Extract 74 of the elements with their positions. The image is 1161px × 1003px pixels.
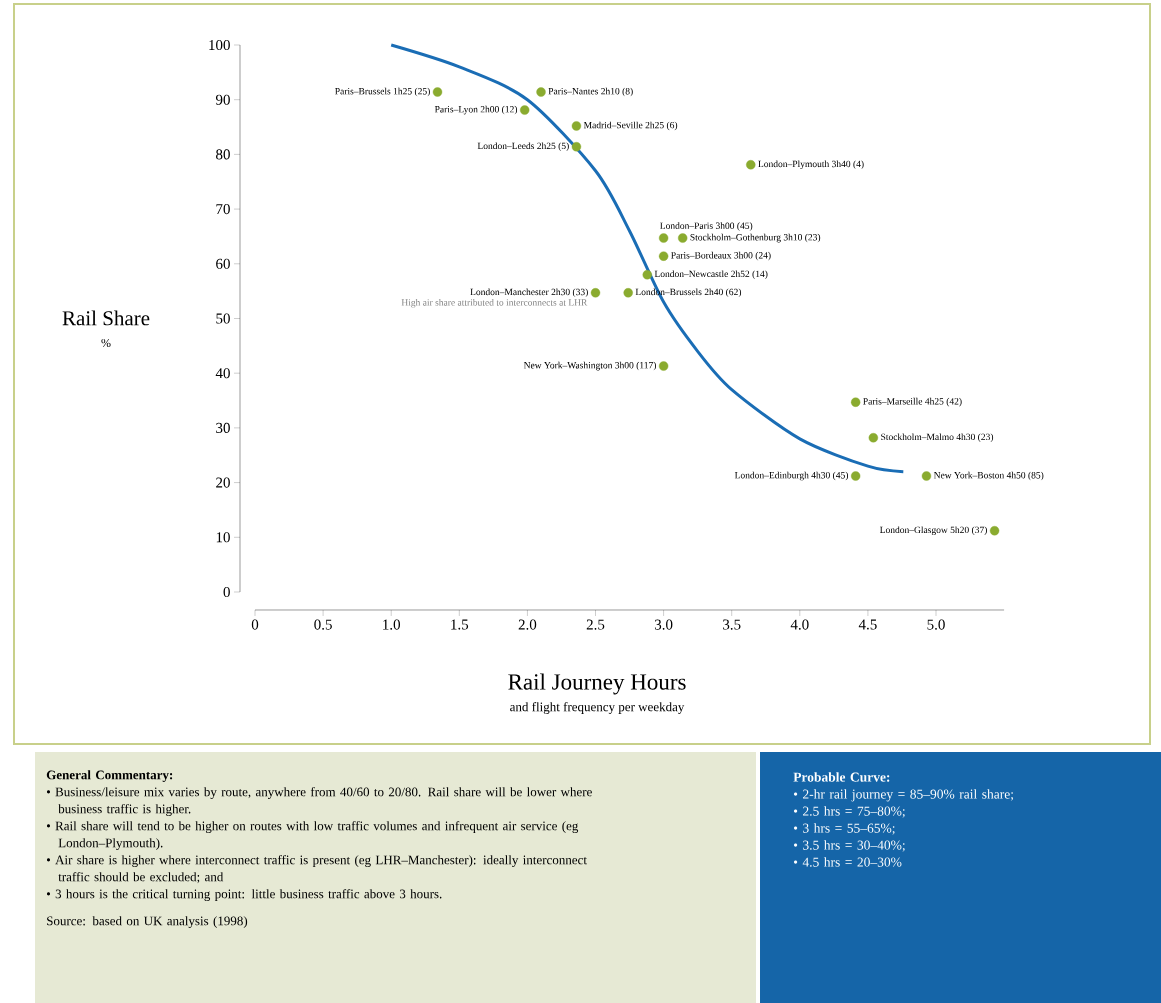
y-tick-label: 0 — [223, 586, 230, 598]
y-tick-label: 30 — [216, 422, 230, 433]
point — [658, 361, 669, 371]
annotation: Paris–Brussels 1h25 (25) — [335, 87, 430, 97]
annotation: London–Edinburgh 4h30 (45) — [734, 471, 849, 481]
text: • Business/leisure mix varies by route, anywhere from 40/60 to 20/80. Rail share will be lower where business traffic is higher. — [46, 787, 592, 817]
x-tick-label: 3.5 — [723, 619, 741, 630]
y-tick-label: 100 — [209, 39, 230, 51]
x-tick-label: 2.0 — [518, 619, 537, 630]
annotation: London–Newcastle 2h52 (14) — [654, 270, 768, 280]
y-tick-label: 90 — [215, 94, 230, 105]
annotation: Paris–Lyon 2h00 (12) — [434, 105, 518, 115]
text: • 3.5 hrs = 30–40%; — [793, 840, 905, 852]
text: % — [101, 338, 111, 348]
point — [850, 397, 861, 407]
point — [536, 87, 546, 97]
text: • 2-hr rail journey = 85–90% rail share; — [793, 789, 1013, 802]
y-tick-label: 40 — [215, 368, 230, 379]
point — [432, 87, 443, 97]
annotation: New York–Boston 4h50 (85) — [933, 471, 1044, 481]
y-tick-label: 60 — [216, 258, 230, 269]
source-note: Source: based on UK analysis (1998) — [47, 916, 248, 929]
y-tick-label: 50 — [216, 313, 230, 324]
point — [850, 471, 861, 481]
y-tick-label: 80 — [216, 149, 230, 160]
point — [658, 233, 669, 243]
x-tick-label: 1.5 — [451, 619, 469, 630]
text: • Rail share will tend to be higher on routes with low traffic volumes and infrequent air service (eg London–Plymouth). — [46, 821, 579, 851]
annotation: New York–Washington 3h00 (117) — [523, 361, 656, 371]
text: Probable Curve: — [793, 772, 890, 782]
annotation: London–Manchester 2h30 (33) — [470, 288, 588, 298]
annotation: High air share attributed to interconnects at LHR — [401, 298, 588, 308]
point — [519, 105, 530, 115]
annotation: London–Glasgow 5h20 (37) — [879, 526, 987, 536]
annotation: Stockholm–Gothenburg 3h10 (23) — [690, 233, 821, 243]
annotation: Stockholm–Malmo 4h30 (23) — [881, 433, 994, 443]
x-tick-label: 3.0 — [654, 619, 673, 630]
point — [642, 270, 652, 280]
point — [677, 233, 688, 243]
point — [868, 433, 879, 443]
annotation: London–Paris 3h00 (45) — [660, 222, 753, 231]
y-tick-label: 10 — [216, 532, 230, 543]
x-tick-label: 4.5 — [858, 619, 877, 630]
text: General Commentary: — [46, 770, 173, 783]
text: • Air share is higher where interconnect traffic is present (eg LHR–Manchester): ideally interconnect traffic should be excluded; and — [46, 855, 587, 884]
x-axis-title: Rail Journey Hours — [508, 673, 686, 695]
point — [623, 288, 633, 298]
text: • 3 hours is the critical turning point: little business traffic above 3 hours. — [46, 889, 442, 902]
text: and flight frequency per weekday — [510, 702, 685, 714]
point — [658, 251, 669, 261]
x-tick-label: 2.5 — [586, 619, 605, 630]
text: • 4.5 hrs = 20–30% — [793, 857, 902, 867]
annotation: Madrid–Seville 2h25 (6) — [583, 121, 678, 131]
point — [590, 288, 601, 298]
annotation: Paris–Marseille 4h25 (42) — [863, 397, 962, 407]
point — [571, 142, 582, 152]
y-tick-label: 70 — [216, 204, 230, 215]
y-axis-title: Rail Share — [62, 310, 150, 326]
annotation: London–Plymouth 3h40 (4) — [758, 160, 864, 170]
point — [746, 160, 756, 170]
annotation: London–Leeds 2h25 (5) — [477, 142, 569, 152]
x-tick-label: 4.0 — [790, 619, 809, 630]
text: • 2.5 hrs = 75–80%; — [793, 806, 905, 818]
point — [571, 121, 582, 131]
x-tick-label: 0.5 — [314, 619, 332, 630]
x-tick-label: 0 — [251, 619, 259, 630]
x-tick-label: 1.0 — [383, 619, 401, 630]
annotation: Paris–Bordeaux 3h00 (24) — [671, 251, 771, 261]
text: • 3 hrs = 55–65%; — [793, 823, 895, 835]
annotation: Paris–Nantes 2h10 (8) — [548, 87, 633, 97]
point — [921, 471, 932, 481]
x-tick-label: 5.0 — [927, 619, 945, 630]
y-tick-label: 20 — [216, 477, 230, 488]
point — [989, 526, 1000, 536]
